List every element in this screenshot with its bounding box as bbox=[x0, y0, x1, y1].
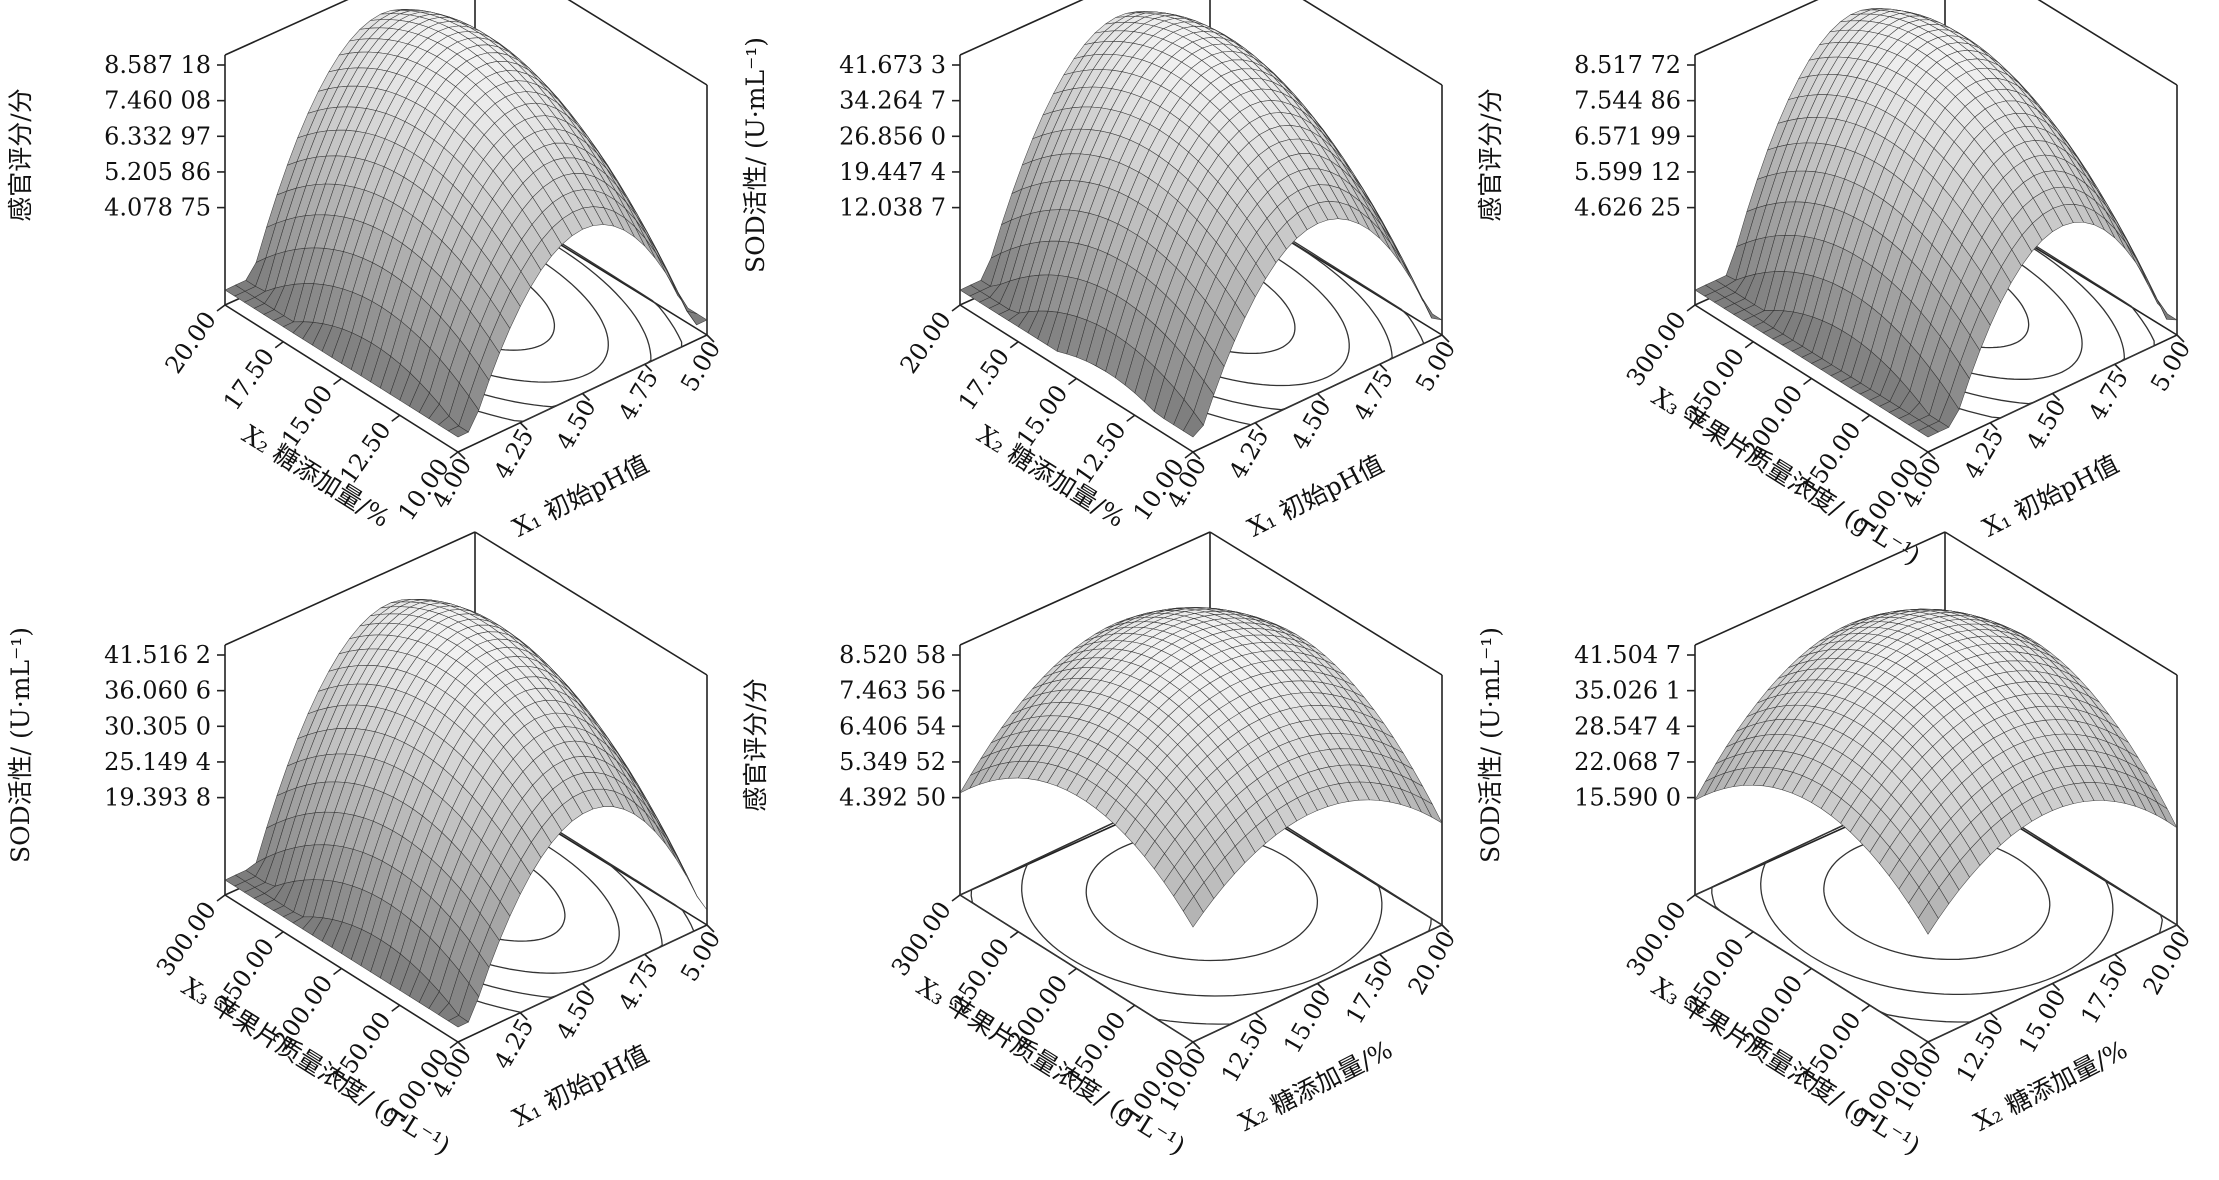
z-axis: 41.673 3 34.264 7 26.856 0 19.447 4 12.038 7… bbox=[741, 37, 960, 273]
response-surface-mesh bbox=[224, 9, 708, 438]
z-axis-label: 感官评分/分 bbox=[6, 88, 35, 221]
z-tick-label: 28.547 4 bbox=[1574, 712, 1681, 740]
z-axis: 8.520 58 7.463 56 6.406 54 5.349 52 4.392 50… bbox=[741, 641, 960, 812]
z-tick-label: 4.078 75 bbox=[104, 194, 211, 222]
right-tick-label: 4.50 bbox=[1286, 395, 1337, 455]
response-surface-mesh bbox=[959, 11, 1443, 438]
surface-plot-6: 41.504 7 35.026 1 28.547 4 22.068 7 15.590 0… bbox=[1476, 531, 2197, 1161]
response-surface-mesh bbox=[224, 599, 708, 1028]
right-tick-label: 4.25 bbox=[1223, 424, 1274, 484]
z-tick-label: 30.305 0 bbox=[104, 712, 211, 740]
right-tick-label: 5.00 bbox=[1410, 336, 1461, 396]
right-axis-label: X₁ 初始pH值 bbox=[1978, 449, 2124, 542]
z-tick-label: 22.068 7 bbox=[1574, 748, 1681, 776]
z-tick-label: 12.038 7 bbox=[839, 194, 946, 222]
surface-plot-4: 41.516 2 36.060 6 30.305 0 25.149 4 19.393 8… bbox=[6, 531, 726, 1161]
surface-plot-2: 41.673 3 34.264 7 26.856 0 19.447 4 12.038 7… bbox=[741, 0, 1461, 543]
z-tick-label: 4.392 50 bbox=[839, 784, 946, 812]
right-tick-label: 5.00 bbox=[675, 926, 726, 986]
z-tick-label: 19.447 4 bbox=[839, 158, 946, 186]
z-axis-label: SOD活性/ (U·mL⁻¹) bbox=[741, 37, 770, 273]
response-surface-mesh bbox=[959, 607, 1443, 928]
z-tick-label: 6.571 99 bbox=[1574, 122, 1681, 150]
z-tick-label: 25.149 4 bbox=[104, 748, 211, 776]
z-axis: 8.587 18 7.460 08 6.332 97 5.205 86 4.078 75… bbox=[6, 51, 225, 222]
z-tick-label: 7.544 86 bbox=[1574, 87, 1681, 115]
z-tick-label: 41.516 2 bbox=[104, 641, 211, 669]
left-tick-label: 17.50 bbox=[218, 343, 280, 415]
z-tick-label: 4.626 25 bbox=[1574, 194, 1681, 222]
right-tick-label: 20.00 bbox=[2138, 926, 2197, 1000]
right-tick-label: 4.25 bbox=[488, 424, 539, 484]
left-tick-label: 300.00 bbox=[151, 896, 222, 981]
right-tick-label: 4.50 bbox=[551, 395, 602, 455]
right-axis-label: X₁ 初始pH值 bbox=[508, 1039, 654, 1132]
right-tick-label: 17.50 bbox=[2075, 955, 2134, 1029]
z-tick-label: 36.060 6 bbox=[104, 677, 211, 705]
right-tick-label: 12.50 bbox=[1951, 1014, 2010, 1088]
z-axis-label: 感官评分/分 bbox=[741, 678, 770, 811]
z-tick-label: 35.026 1 bbox=[1574, 677, 1681, 705]
right-tick-label: 12.50 bbox=[1216, 1014, 1275, 1088]
z-tick-label: 15.590 0 bbox=[1574, 784, 1681, 812]
left-tick-label: 20.00 bbox=[895, 306, 957, 378]
z-tick-label: 5.205 86 bbox=[104, 158, 211, 186]
z-tick-label: 8.517 72 bbox=[1574, 51, 1681, 79]
z-axis: 8.517 72 7.544 86 6.571 99 5.599 12 4.626 25… bbox=[1476, 51, 1695, 222]
right-tick-label: 5.00 bbox=[675, 336, 726, 396]
z-tick-label: 26.856 0 bbox=[839, 122, 946, 150]
surface-plot-1: 8.587 18 7.460 08 6.332 97 5.205 86 4.078 75… bbox=[6, 0, 726, 543]
z-axis: 41.504 7 35.026 1 28.547 4 22.068 7 15.590 0… bbox=[1476, 627, 1695, 863]
z-tick-label: 5.349 52 bbox=[839, 748, 946, 776]
z-tick-label: 5.599 12 bbox=[1574, 158, 1681, 186]
z-tick-label: 8.520 58 bbox=[839, 641, 946, 669]
response-surface-mesh bbox=[1694, 608, 2178, 935]
z-tick-label: 34.264 7 bbox=[839, 87, 946, 115]
right-tick-label: 15.00 bbox=[1278, 985, 1337, 1059]
right-axis-label: X₁ 初始pH值 bbox=[1243, 449, 1389, 542]
right-tick-label: 4.75 bbox=[1348, 365, 1399, 425]
right-tick-label: 4.75 bbox=[613, 365, 664, 425]
left-tick-label: 300.00 bbox=[886, 896, 957, 981]
left-tick-label: 17.50 bbox=[953, 343, 1015, 415]
right-tick-label: 4.50 bbox=[551, 985, 602, 1045]
z-tick-label: 6.406 54 bbox=[839, 712, 946, 740]
z-axis: 41.516 2 36.060 6 30.305 0 25.149 4 19.393 8… bbox=[6, 627, 225, 863]
right-axis-label: X₁ 初始pH值 bbox=[508, 449, 654, 542]
right-tick-label: 15.00 bbox=[2013, 985, 2072, 1059]
left-tick-label: 300.00 bbox=[1621, 306, 1692, 391]
right-tick-label: 4.75 bbox=[613, 955, 664, 1015]
surface-plot-5: 8.520 58 7.463 56 6.406 54 5.349 52 4.392 50… bbox=[741, 531, 1462, 1161]
right-tick-label: 5.00 bbox=[2145, 336, 2196, 396]
z-axis-label: SOD活性/ (U·mL⁻¹) bbox=[1476, 627, 1505, 863]
response-surface-mesh bbox=[1694, 8, 2178, 438]
z-tick-label: 7.463 56 bbox=[839, 677, 946, 705]
left-tick-label: 300.00 bbox=[1621, 896, 1692, 981]
z-tick-label: 7.460 08 bbox=[104, 87, 211, 115]
right-tick-label: 20.00 bbox=[1403, 926, 1462, 1000]
right-tick-label: 4.75 bbox=[2083, 365, 2134, 425]
z-tick-label: 8.587 18 bbox=[104, 51, 211, 79]
right-tick-label: 17.50 bbox=[1340, 955, 1399, 1029]
z-tick-label: 41.504 7 bbox=[1574, 641, 1681, 669]
z-axis-label: SOD活性/ (U·mL⁻¹) bbox=[6, 627, 35, 863]
right-tick-label: 4.25 bbox=[1958, 424, 2009, 484]
z-axis-label: 感官评分/分 bbox=[1476, 88, 1505, 221]
left-tick-label: 20.00 bbox=[160, 306, 222, 378]
z-tick-label: 6.332 97 bbox=[104, 122, 211, 150]
right-tick-label: 4.25 bbox=[488, 1014, 539, 1074]
z-tick-label: 19.393 8 bbox=[104, 784, 211, 812]
surface-plot-3: 8.517 72 7.544 86 6.571 99 5.599 12 4.626 25… bbox=[1476, 0, 2196, 571]
z-tick-label: 41.673 3 bbox=[839, 51, 946, 79]
